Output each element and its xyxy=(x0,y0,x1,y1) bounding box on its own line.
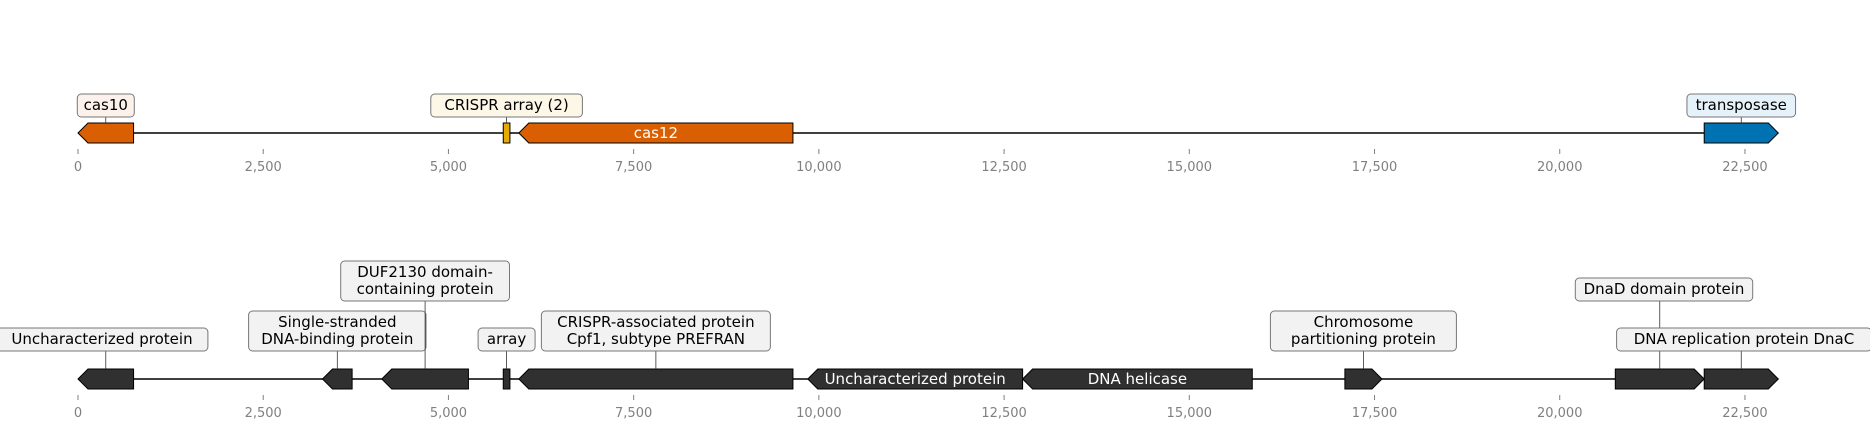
axis-tick-label: 2,500 xyxy=(245,406,282,421)
axis-tick-label: 0 xyxy=(74,406,82,421)
gene-label-box xyxy=(248,310,427,352)
gene-duf2130-domain-containing-protein xyxy=(381,368,469,390)
gene-dna-helicase xyxy=(1021,368,1253,390)
axis-tick-label: 7,500 xyxy=(615,406,652,421)
gene-label-box xyxy=(1616,327,1870,352)
gene-label-crispr-associated-protein-cpf1-subtype-prefran: Cpf1, subtype PREFRAN xyxy=(567,330,745,348)
gene-label-uncharacterized-protein: Uncharacterized protein xyxy=(11,330,192,348)
gene-label-duf2130-domain-containing-protein: containing protein xyxy=(357,280,494,298)
axis-tick-label: 17,500 xyxy=(1352,406,1398,421)
gene-label-chromosome-partitioning-protein: partitioning protein xyxy=(1291,330,1436,348)
axis-tick-label: 22,500 xyxy=(1722,406,1768,421)
axis-tick-label: 22,500 xyxy=(1722,160,1768,175)
axis-tick-label: 15,000 xyxy=(1167,160,1213,175)
track-bottom: 0 2,500 5,000 7,500 10,000 12,500 15,000 17,500… xyxy=(0,260,1870,421)
gene-label-box xyxy=(1269,310,1457,352)
axis-tick-label: 20,000 xyxy=(1537,160,1583,175)
gene-array xyxy=(502,368,511,390)
gene-label-single-stranded-dna-binding-protein: DNA-binding protein xyxy=(261,330,413,348)
axis-tick-label: 12,500 xyxy=(981,406,1027,421)
gene-dna-replication-protein-dnac xyxy=(1703,368,1780,390)
gene-cas10 xyxy=(77,122,135,144)
axis-tick-label: 5,000 xyxy=(430,406,467,421)
axis-tick-label: 15,000 xyxy=(1167,406,1213,421)
gene-single-stranded-dna-binding-protein xyxy=(321,368,353,390)
gene-dnad-domain-protein xyxy=(1614,368,1705,390)
axis-tick-label: 0 xyxy=(74,160,82,175)
axis-tick-label: 10,000 xyxy=(796,160,842,175)
gene-crispr-associated-protein-cpf1-subtype-prefran xyxy=(518,368,794,390)
gene-label-crispr-associated-protein-cpf1-subtype-prefran: CRISPR-associated protein xyxy=(557,313,754,331)
gene-label-dnad-domain-protein: DnaD domain protein xyxy=(1584,280,1745,298)
gene-uncharacterized-protein xyxy=(77,368,135,390)
gene-transposase xyxy=(1703,122,1780,144)
axis-tick-label: 17,500 xyxy=(1352,160,1398,175)
gene-cas12 xyxy=(518,122,794,144)
gene-label-dna-replication-protein-dnac: DNA replication protein DnaC xyxy=(1634,330,1854,348)
gene-label-cas10: cas10 xyxy=(84,96,128,114)
axis-tick-label: 20,000 xyxy=(1537,406,1583,421)
gene-label-transposase: transposase xyxy=(1696,96,1787,114)
axis-tick-label: 10,000 xyxy=(796,406,842,421)
track-top: 0 2,500 5,000 7,500 10,000 12,500 15,000 17,500… xyxy=(74,93,1797,175)
gene-label-box xyxy=(1574,277,1754,302)
gene-label-box xyxy=(477,327,536,352)
gene-label-chromosome-partitioning-protein: Chromosome xyxy=(1314,313,1414,331)
gene-label-dna-helicase: DNA helicase xyxy=(1088,370,1187,388)
gene-label-box xyxy=(1686,93,1797,118)
gene-label-box xyxy=(340,260,510,302)
axis-tick-label: 2,500 xyxy=(245,160,282,175)
gene-label-box xyxy=(0,327,209,352)
axis-tick-label: 7,500 xyxy=(615,160,652,175)
gene-label-crispr-array-2: CRISPR array (2) xyxy=(444,96,568,114)
gene-label-box xyxy=(430,93,583,118)
gene-label-box xyxy=(540,310,771,352)
gene-label-single-stranded-dna-binding-protein: Single-stranded xyxy=(278,313,396,331)
gene-label-box xyxy=(76,93,135,118)
axis-tick-label: 12,500 xyxy=(981,160,1027,175)
gene-label-duf2130-domain-containing-protein: DUF2130 domain- xyxy=(357,263,493,281)
gene-uncharacterized-protein xyxy=(807,368,1024,390)
gene-label-uncharacterized-protein: Uncharacterized protein xyxy=(825,370,1006,388)
gene-label-cas12: cas12 xyxy=(634,124,678,142)
gene-crispr-array-2 xyxy=(502,122,511,144)
gene-chromosome-partitioning-protein xyxy=(1344,368,1383,390)
axis-tick-label: 5,000 xyxy=(430,160,467,175)
gene-label-array: array xyxy=(487,330,526,348)
